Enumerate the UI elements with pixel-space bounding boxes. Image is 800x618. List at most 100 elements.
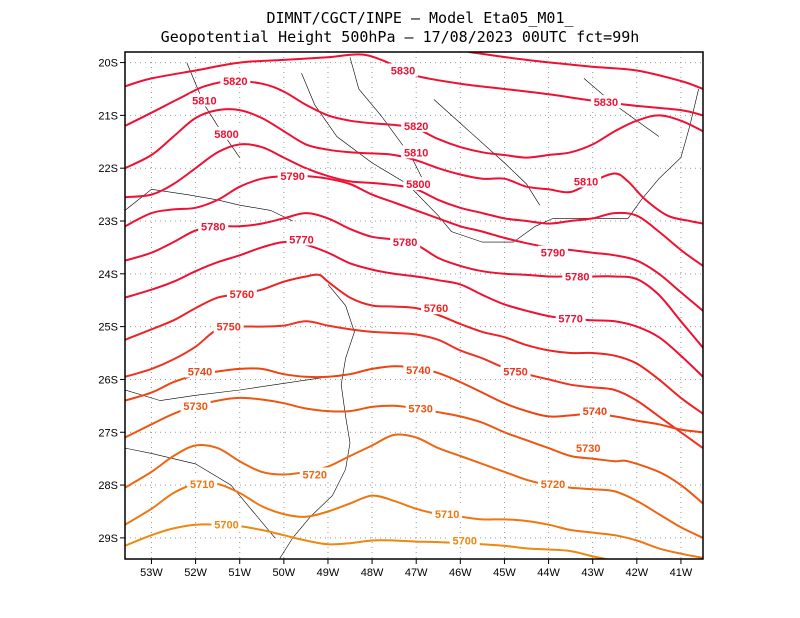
contour-label-bg: [187, 477, 218, 491]
contour-label-bg: [299, 467, 330, 481]
contour-label: 5750: [216, 322, 240, 334]
x-tick-label: 43W: [581, 567, 604, 579]
contour-label: 5790: [280, 171, 304, 183]
contour-label: 5780: [393, 237, 417, 249]
chart-subtitle: Geopotential Height 500hPa – 17/08/2023 …: [161, 28, 640, 46]
contour-label-bg: [180, 398, 211, 412]
contour-label-bg: [226, 286, 257, 300]
y-tick-label: 25S: [98, 322, 118, 334]
contour-label-bg: [555, 311, 586, 325]
x-axis-ticks: 53W 52W 51W 50W 49W 48W 47W 46W 45W 44W 43W 42W 41W: [140, 559, 693, 579]
contour-label-bg: [211, 126, 242, 140]
contour-5790: [125, 174, 703, 312]
x-tick-label: 42W: [626, 567, 649, 579]
contour-label: 5730: [408, 403, 432, 415]
contour-5720: [125, 433, 703, 539]
y-tick-label: 26S: [98, 374, 118, 386]
contour-label: 5740: [188, 367, 212, 379]
contour-label: 5730: [183, 401, 207, 413]
contour-label: 5820: [404, 121, 428, 133]
y-tick-label: 28S: [98, 480, 118, 492]
contour-5710: [125, 481, 703, 559]
contour-label-bg: [198, 219, 229, 233]
state-border: [186, 62, 240, 158]
contour-label: 5770: [289, 234, 313, 246]
contour-label-bg: [449, 533, 480, 547]
contour-5770: [125, 241, 703, 378]
contour-label: 5760: [424, 303, 448, 315]
contour-5810: [125, 108, 703, 225]
y-tick-label: 21S: [98, 110, 118, 122]
contour-label-bg: [213, 319, 244, 333]
contour-label-bg: [403, 362, 434, 376]
contour-label-bg: [500, 364, 531, 378]
y-tick-label: 27S: [98, 427, 118, 439]
contour-label: 5820: [223, 76, 247, 88]
plot-frame: [124, 51, 704, 560]
contour-label: 5790: [541, 248, 565, 260]
contour-label-bg: [421, 301, 452, 315]
x-tick-label: 46W: [449, 567, 472, 579]
x-tick-label: 41W: [670, 567, 693, 579]
state-border: [433, 99, 540, 206]
contour-label-bg: [387, 63, 418, 77]
contour-label: 5720: [302, 470, 326, 482]
contour-label-bg: [277, 169, 308, 183]
contour-label-bg: [401, 118, 432, 132]
contour-label-bg: [573, 441, 604, 455]
y-tick-label: 20S: [98, 58, 118, 70]
contour-label-bg: [185, 364, 216, 378]
x-tick-label: 45W: [493, 567, 516, 579]
contour-label: 5730: [576, 443, 600, 455]
contour-label-bg: [537, 245, 568, 259]
x-tick-label: 47W: [405, 567, 428, 579]
contour-label: 5750: [503, 367, 527, 379]
contour-label: 5700: [214, 520, 238, 532]
chart-title: DIMNT/CGCT/INPE – Model Eta05_M01_: [266, 9, 574, 27]
contour-label-bg: [403, 177, 434, 191]
x-tick-label: 52W: [184, 567, 207, 579]
contour-label: 5780: [565, 271, 589, 283]
x-tick-label: 51W: [228, 567, 251, 579]
contour-5700: [125, 523, 607, 559]
contour-label-bg: [590, 95, 621, 109]
state-border: [125, 447, 276, 539]
contour-label: 5800: [214, 129, 238, 141]
state-border: [583, 78, 660, 137]
contour-label: 5770: [558, 314, 582, 326]
x-tick-label: 48W: [361, 567, 384, 579]
contour-label-bg: [401, 145, 432, 159]
contour-label-bg: [211, 517, 242, 531]
y-tick-label: 23S: [98, 216, 118, 228]
contour-label-bg: [405, 401, 436, 415]
contour-label-bg: [390, 235, 421, 249]
state-border: [349, 57, 426, 185]
contour-label: 5740: [583, 406, 607, 418]
contour-label-bg: [432, 507, 463, 521]
state-border: [125, 373, 346, 401]
contour-labels: 5830 5830 5820 5820 5810 5810 5810 5800 5800 5790…: [180, 63, 621, 548]
contour-label: 5720: [541, 479, 565, 491]
y-axis-ticks: 20S 21S 22S 23S 24S 25S 26S 27S 28S 29S: [98, 58, 125, 545]
y-tick-label: 29S: [98, 533, 118, 545]
contour-label: 5710: [190, 479, 214, 491]
contour-label: 5760: [230, 289, 254, 301]
contour-label: 5710: [435, 509, 459, 521]
contour-label-bg: [562, 269, 593, 283]
contour-label: 5700: [452, 536, 476, 548]
contour-label: 5810: [192, 96, 216, 108]
contour-label: 5810: [404, 147, 428, 159]
contour-label-bg: [189, 93, 220, 107]
x-tick-label: 53W: [140, 567, 163, 579]
y-tick-label: 24S: [98, 269, 118, 281]
contour-label: 5830: [391, 65, 415, 77]
contour-label-bg: [579, 404, 610, 418]
x-tick-label: 49W: [317, 567, 340, 579]
contour-label: 5830: [594, 97, 618, 109]
contour-label-bg: [286, 232, 317, 246]
y-tick-label: 22S: [98, 163, 118, 175]
contour-label: 5780: [201, 221, 225, 233]
contour-label: 5800: [406, 179, 430, 191]
contour-5830: [468, 52, 703, 90]
